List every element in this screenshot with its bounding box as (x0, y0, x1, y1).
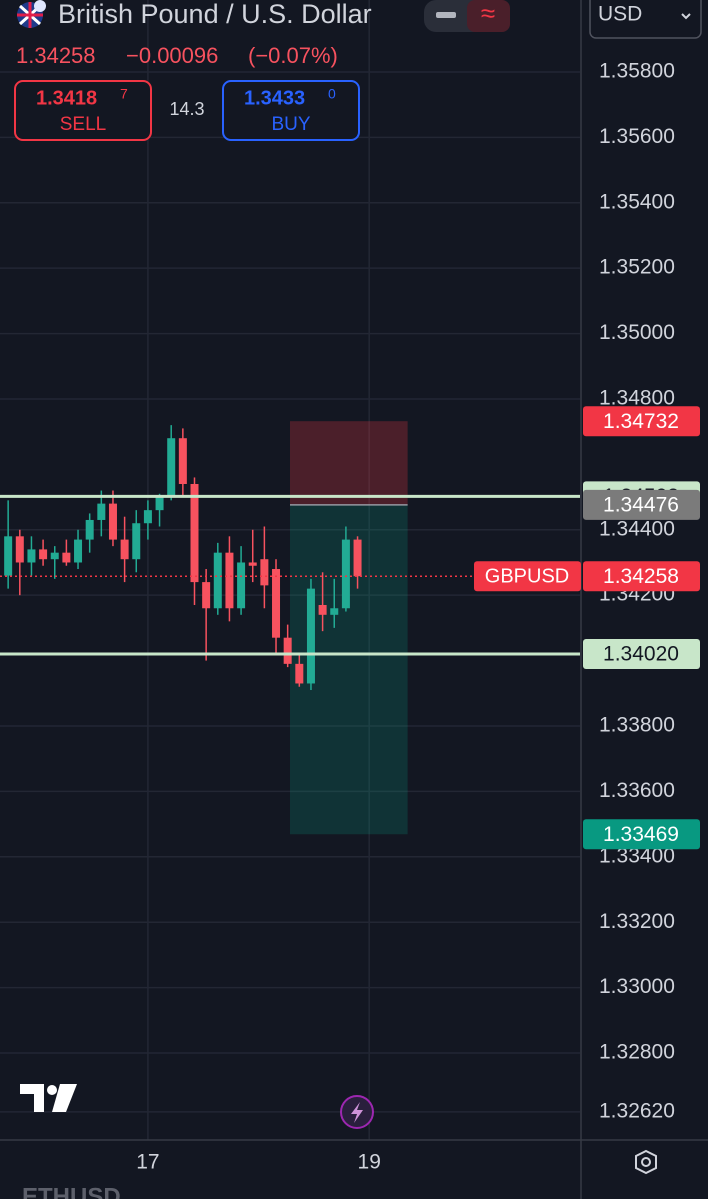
currency: USD (598, 3, 642, 26)
candle-body (213, 552, 222, 609)
candle-body (237, 562, 246, 609)
price-label: 1.34020 (603, 643, 679, 666)
buy-button[interactable] (222, 80, 360, 141)
candle-body (132, 523, 141, 560)
candle-body (97, 503, 106, 520)
candle-body (120, 539, 129, 560)
chevron (681, 13, 691, 20)
candle-body (108, 503, 117, 540)
candle-body (4, 536, 13, 576)
change: −0.00096 (126, 43, 218, 68)
candle-body (341, 539, 350, 609)
price-label-box (583, 489, 700, 520)
y-tick-label: 1.33400 (599, 844, 675, 867)
y-tick-label: 1.32620 (599, 1099, 675, 1122)
toggle-active (467, 0, 510, 32)
y-tick-label: 1.33200 (599, 910, 675, 933)
candle-body (260, 559, 269, 586)
sell-pip: 7 (120, 86, 128, 102)
flag-icon (17, 0, 46, 28)
candle-body (318, 604, 327, 615)
y-tick-label: 1.34800 (599, 387, 675, 410)
price-label-box (583, 639, 700, 670)
last-price: 1.34258 (16, 43, 96, 68)
candle-body (353, 539, 362, 577)
price-axis: 1.35800 1.35600 1.35400 1.35200 1.35000 1.348… (474, 59, 700, 1122)
buy-label: BUY (271, 114, 310, 135)
ticker-tab[interactable]: ETHUSD (22, 1183, 121, 1199)
candle-body (283, 637, 292, 664)
x-tick-label: 17 (136, 1151, 159, 1174)
symbol-tag: GBPUSD (485, 565, 569, 587)
lightning-icon (351, 1102, 363, 1123)
candle-body (272, 569, 281, 638)
settings-icon[interactable] (635, 1149, 657, 1175)
stop-zone (290, 421, 408, 505)
symbol-tag-box (474, 561, 581, 592)
candle-body (167, 438, 176, 498)
candle-body (39, 549, 48, 560)
currency-select[interactable] (589, 0, 702, 39)
candle-body (306, 588, 315, 684)
x-tick-label: 19 (358, 1151, 381, 1174)
y-tick-label: 1.35400 (599, 190, 675, 213)
change-pct: (−0.07%) (248, 43, 338, 68)
buy-price: 1.3433 (244, 87, 305, 109)
y-tick-label: 1.34400 (599, 517, 675, 540)
candle-body (155, 497, 164, 511)
price-label: 1.34258 (603, 565, 679, 588)
sell-button[interactable] (14, 80, 152, 141)
symbol-title: British Pound / U.S. Dollar (58, 0, 372, 29)
y-tick-label: 1.32800 (599, 1041, 675, 1064)
settings-icon-center (641, 1157, 651, 1167)
plot (0, 421, 580, 835)
candle-body (50, 552, 59, 560)
candle-body (15, 536, 24, 563)
candle-body (248, 562, 257, 566)
price-label: 1.34476 (603, 493, 679, 516)
toggle-minus (436, 12, 456, 18)
y-tick-label: 1.33000 (599, 975, 675, 998)
y-tick-label: 1.35600 (599, 125, 675, 148)
sell-label: SELL (60, 114, 106, 135)
tradingview-logo (20, 1084, 77, 1112)
wave-icon: ≈ (481, 0, 495, 28)
grid (0, 0, 580, 1140)
price-label-box (583, 819, 700, 850)
spread: 14.3 (169, 99, 204, 119)
candle-body (202, 582, 211, 609)
candle-body (178, 438, 187, 484)
candle-body (85, 519, 94, 540)
candle-body (143, 510, 152, 524)
candle-body (225, 552, 234, 609)
candle-body (74, 539, 83, 563)
buy-pip: 0 (328, 86, 336, 102)
price-label-box (583, 406, 700, 437)
y-tick-label: 1.33800 (599, 714, 675, 737)
y-tick-label: 1.35800 (599, 59, 675, 82)
candle-body (27, 549, 36, 563)
candle-body (190, 483, 199, 583)
y-tick-label: 1.35200 (599, 256, 675, 279)
y-tick-label: 1.33600 (599, 779, 675, 802)
candle-body (295, 663, 304, 684)
candle-body (330, 608, 339, 615)
price-label: 1.34732 (603, 410, 679, 433)
price-label-box (583, 561, 700, 592)
candle-body (62, 552, 71, 563)
y-tick-label: 1.35000 (599, 321, 675, 344)
sell-price: 1.3418 (36, 87, 97, 109)
price-label: 1.33469 (603, 823, 679, 846)
